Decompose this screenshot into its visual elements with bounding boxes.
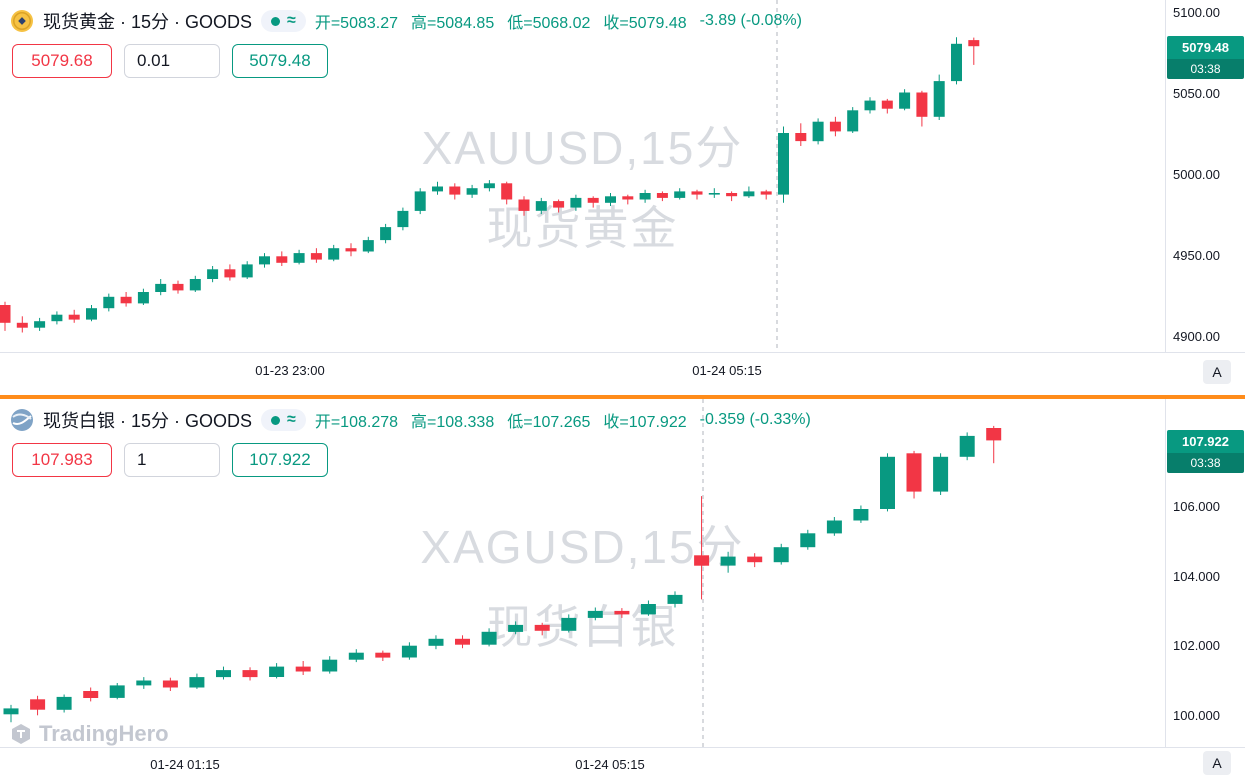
price-axis-label: 5100.00 [1173,4,1220,20]
price-axis-label: 106.000 [1173,499,1220,515]
silver-ohlc-readout: 开=108.278 高=108.338 低=107.265 收=107.922 … [315,408,811,432]
panel-divider[interactable] [0,395,1245,399]
price-axis-label: 5050.00 [1173,86,1220,102]
gold-panel-title: 现货黄金 · 15分 · GOODS [43,12,253,32]
gold-last-price-tag: 5079.48 03:38 [1167,36,1244,80]
gold-price-axis[interactable]: 5079.48 03:38 5100.00 5050.00 5000.00 4950.… [1165,0,1245,396]
watermark-name: 现货黄金 [486,202,679,254]
countdown-time: 03:38 [1167,453,1244,474]
gold-bid-button[interactable]: 5079.68 [12,44,112,78]
silver-instrument-icon [10,408,34,432]
silver-bid-button[interactable]: 107.983 [12,443,112,477]
price-axis-label: 5000.00 [1173,167,1220,183]
silver-panel-title: 现货白银 · 15分 · GOODS [43,411,253,431]
open-value: 开=5083.27 [314,15,399,32]
gold-spread-box: 0.01 [124,44,220,78]
silver-quote-row: 107.983 1 107.922 [12,443,328,477]
time-axis-label: 01-23 23:00 [255,363,325,378]
change-value: -3.89 (-0.08%) [699,12,802,29]
gold-candlestick-chart[interactable]: XAUUSD,15分 现货黄金 [0,0,1165,352]
time-axis-label: 01-24 05:15 [575,757,645,772]
close-value: 收=107.922 [603,414,687,431]
gold-time-axis[interactable]: 01-23 23:00 01-24 05:15 [0,352,1245,397]
silver-ask-button[interactable]: 107.922 [232,443,328,477]
countdown-time: 03:38 [1167,59,1244,80]
price-axis-label: 4950.00 [1173,248,1220,264]
low-value: 低=107.265 [507,414,591,431]
silver-spread-box: 1 [124,443,220,477]
watermark-symbol: XAGUSD,15分 [420,521,745,573]
gold-ohlc-readout: 开=5083.27 高=5084.85 低=5068.02 收=5079.48 … [315,9,802,33]
price-axis-label: 100.000 [1173,708,1220,724]
close-value: 收=5079.48 [603,15,687,32]
high-value: 高=5084.85 [411,15,495,32]
last-price: 5079.48 [1167,36,1244,60]
auto-scale-button[interactable]: A [1203,751,1231,775]
approx-icon: ≈ [287,411,296,428]
gold-candles-canvas [0,0,980,352]
gold-quote-row: 5079.68 0.01 5079.48 [12,44,328,78]
price-axis-label: 102.000 [1173,638,1220,654]
silver-candlestick-chart[interactable]: XAGUSD,15分 现货白银 [0,399,1165,747]
tradinghero-label: TradingHero [39,721,169,746]
gold-ask-button[interactable]: 5079.48 [232,44,328,78]
approx-icon: ≈ [287,12,296,29]
watermark-symbol: XAUUSD,15分 [421,122,744,174]
price-axis-label: 4900.00 [1173,329,1220,345]
time-axis-label: 01-24 01:15 [150,757,220,772]
last-price: 107.922 [1167,430,1244,454]
gold-panel-header: 现货黄金 · 15分 · GOODS ≈ 开=5083.27 高=5084.85… [10,8,802,34]
silver-last-price-tag: 107.922 03:38 [1167,430,1244,474]
status-dot-icon [271,415,281,425]
auto-scale-button[interactable]: A [1203,360,1231,384]
silver-time-axis[interactable]: 01-24 01:15 01-24 05:15 [0,747,1245,781]
gold-chart-watermark: XAUUSD,15分 现货黄金 [0,108,1165,268]
silver-panel-header: 现货白银 · 15分 · GOODS ≈ 开=108.278 高=108.338… [10,407,811,433]
tradinghero-logo-icon [12,724,30,744]
low-value: 低=5068.02 [507,15,591,32]
status-dot-icon [271,16,281,26]
price-axis-label: 104.000 [1173,568,1220,584]
tradinghero-watermark: TradingHero [10,721,169,747]
change-value: -0.359 (-0.33%) [699,411,811,428]
gold-chart-panel: XAUUSD,15分 现货黄金 现货黄金 · 15分 · GOODS ≈ 开=5… [0,0,1245,397]
gold-status-pill: ≈ [261,10,306,32]
high-value: 高=108.338 [411,414,495,431]
silver-chart-panel: XAGUSD,15分 现货白银 现货白银 · 15分 · GOODS ≈ 开=1… [0,399,1245,781]
open-value: 开=108.278 [314,414,399,431]
silver-status-pill: ≈ [261,409,306,431]
gold-instrument-icon [10,9,34,33]
time-axis-label: 01-24 05:15 [692,363,762,378]
silver-price-axis[interactable]: 107.922 03:38 106.000 104.000 102.000 100.0… [1165,399,1245,781]
silver-candles-canvas [3,399,1002,747]
